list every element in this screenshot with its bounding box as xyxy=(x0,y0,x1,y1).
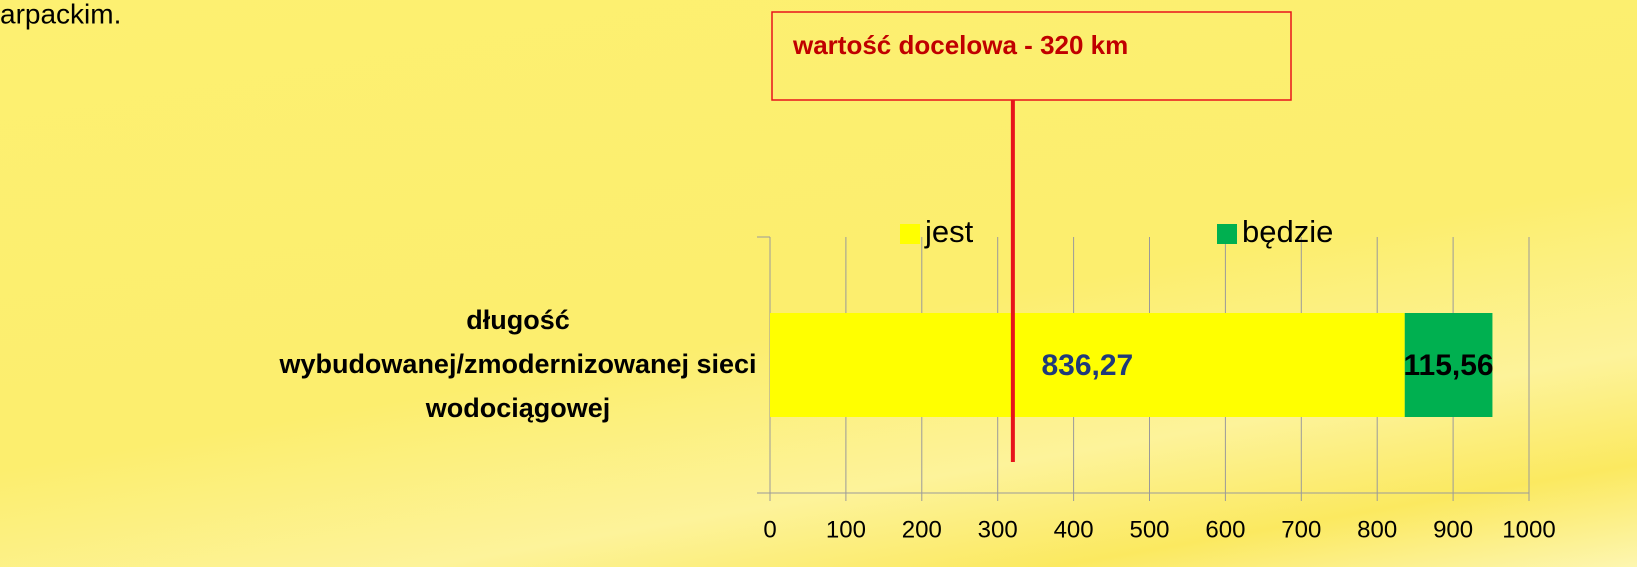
x-tick-label: 700 xyxy=(1281,516,1321,543)
x-tick-label: 900 xyxy=(1433,516,1473,543)
data-label: 836,27 xyxy=(1041,349,1133,382)
x-tick-label: 800 xyxy=(1357,516,1397,543)
x-tick-label: 1000 xyxy=(1502,516,1555,543)
bar-segment xyxy=(1404,313,1493,417)
bar-segment xyxy=(770,313,1405,417)
category-label: długość wybudowanej/zmodernizowanej siec… xyxy=(279,305,757,423)
data-label: 115,56 xyxy=(1404,349,1494,382)
legend-label: będzie xyxy=(1242,214,1333,249)
caption: arpackim. xyxy=(0,0,121,29)
legend-label: jest xyxy=(924,214,974,249)
x-tick-label: 300 xyxy=(978,516,1018,543)
annotation-box xyxy=(771,11,1292,101)
x-tick-label: 600 xyxy=(1205,516,1245,543)
x-tick-label: 400 xyxy=(1054,516,1094,543)
x-tick-label: 0 xyxy=(763,516,776,543)
x-tick-label: 100 xyxy=(826,516,866,543)
legend-swatch xyxy=(900,224,920,244)
x-tick-label: 500 xyxy=(1129,516,1169,543)
x-tick-label: 200 xyxy=(902,516,942,543)
annotation-text: wartość docelowa - 320 km xyxy=(792,30,1128,60)
legend-swatch xyxy=(1217,224,1237,244)
